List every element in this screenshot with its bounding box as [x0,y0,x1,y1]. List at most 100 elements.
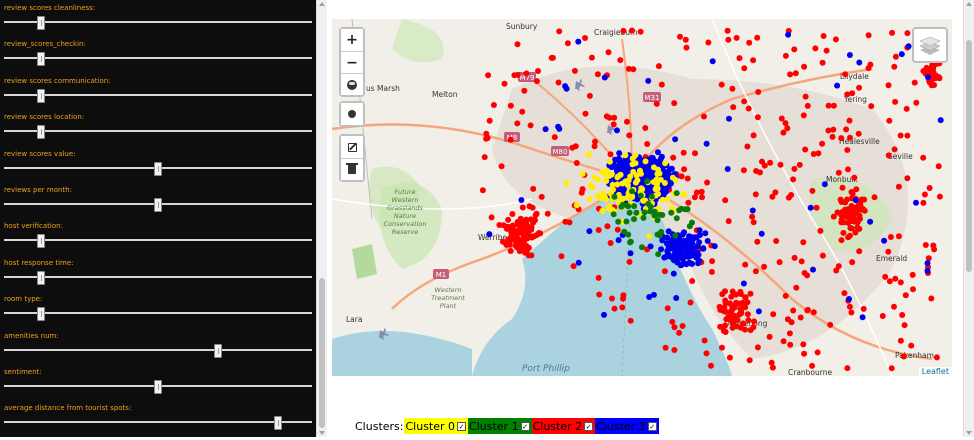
cluster3-point[interactable] [575,38,582,45]
cluster2-point[interactable] [722,197,729,204]
cluster2-point[interactable] [749,213,756,220]
cluster1-point[interactable] [629,188,635,195]
cluster2-point[interactable] [607,240,614,246]
cluster3-point[interactable] [646,294,653,300]
cluster2-point[interactable] [901,322,908,329]
cluster0-point[interactable] [662,160,669,167]
cluster1-point[interactable] [627,238,634,245]
cluster2-point[interactable] [722,329,729,335]
cluster2-point[interactable] [900,353,907,360]
cluster2-point[interactable] [605,49,612,56]
cluster3-point[interactable] [650,291,657,298]
cluster2-point[interactable] [849,90,856,97]
cluster2-point[interactable] [614,226,621,233]
cluster2-point[interactable] [578,189,585,196]
cluster2-point[interactable] [607,151,614,158]
cluster2-point[interactable] [528,234,535,241]
cluster2-point[interactable] [830,102,837,109]
cluster0-point[interactable] [622,152,629,159]
cluster2-point[interactable] [496,222,503,228]
cluster2-point[interactable] [865,32,872,39]
cluster2-point[interactable] [681,166,688,173]
cluster1-point[interactable] [651,208,658,215]
cluster3-point[interactable] [695,251,702,258]
cluster3-point[interactable] [696,227,703,234]
cluster1-point[interactable] [610,211,617,218]
cluster2-point[interactable] [860,206,867,213]
cluster3-point[interactable] [740,280,747,287]
cluster3-point[interactable] [670,252,677,259]
cluster2-point[interactable] [814,349,821,356]
cluster2-point[interactable] [801,350,808,357]
cluster3-point[interactable] [856,59,863,66]
cluster2-point[interactable] [920,154,927,161]
cluster2-point[interactable] [514,41,521,48]
cluster2-point[interactable] [705,39,712,46]
cluster2-point[interactable] [537,230,544,237]
scroll-down-arrow-icon[interactable] [319,431,325,435]
cluster2-point[interactable] [800,112,807,119]
legend-checkbox[interactable]: ✓ [457,421,467,431]
slider-thumb[interactable] [37,52,45,67]
cluster2-point[interactable] [551,134,558,141]
cluster2-point[interactable] [796,161,803,168]
cluster2-point[interactable] [892,275,899,282]
cluster2-point[interactable] [750,219,757,226]
cluster3-point[interactable] [846,296,852,302]
cluster1-point[interactable] [626,209,633,216]
cluster2-point[interactable] [722,288,728,295]
cluster2-point[interactable] [782,52,789,59]
cluster3-point[interactable] [810,266,816,273]
cluster2-point[interactable] [841,290,848,297]
cluster2-point[interactable] [825,102,832,109]
cluster2-point[interactable] [845,219,852,226]
cluster3-point[interactable] [726,115,732,122]
cluster2-point[interactable] [562,218,569,225]
cluster2-point[interactable] [790,176,797,183]
scrollbar-thumb[interactable] [966,40,972,272]
cluster2-point[interactable] [746,357,753,364]
cluster3-point[interactable] [925,74,931,81]
cluster2-point[interactable] [750,57,757,64]
cluster0-point[interactable] [603,171,609,178]
cluster2-point[interactable] [871,194,878,201]
cluster2-point[interactable] [683,44,690,51]
cluster2-point[interactable] [588,54,595,61]
cluster0-point[interactable] [638,170,644,177]
cluster3-point[interactable] [688,236,695,243]
cluster2-point[interactable] [523,248,530,255]
cluster2-point[interactable] [924,67,931,74]
cluster0-point[interactable] [586,196,593,203]
cluster2-point[interactable] [921,191,928,198]
cluster2-point[interactable] [670,154,677,161]
cluster2-point[interactable] [787,71,794,78]
cluster2-point[interactable] [910,286,916,293]
cluster2-point[interactable] [729,318,736,325]
cluster2-point[interactable] [810,309,817,316]
cluster3-point[interactable] [615,237,622,244]
cluster3-point[interactable] [881,237,888,244]
cluster1-point[interactable] [673,190,680,197]
cluster2-point[interactable] [677,33,683,40]
slider-track[interactable] [4,275,312,278]
cluster2-point[interactable] [595,227,602,233]
cluster3-point[interactable] [696,232,703,239]
cluster3-point[interactable] [859,314,866,321]
cluster2-point[interactable] [798,258,805,265]
cluster2-point[interactable] [847,225,854,231]
cluster2-point[interactable] [503,241,510,248]
cluster2-point[interactable] [626,258,633,265]
cluster2-point[interactable] [861,196,868,203]
cluster2-point[interactable] [895,233,902,240]
cluster2-point[interactable] [839,184,846,191]
cluster2-point[interactable] [791,46,798,53]
cluster1-point[interactable] [648,193,655,200]
cluster2-point[interactable] [835,263,842,270]
cluster2-point[interactable] [782,292,789,299]
cluster3-point[interactable] [634,196,641,203]
cluster2-point[interactable] [854,224,861,231]
cluster2-point[interactable] [761,263,768,270]
cluster2-point[interactable] [528,226,535,233]
cluster2-point[interactable] [790,307,797,314]
cluster2-point[interactable] [853,186,860,193]
